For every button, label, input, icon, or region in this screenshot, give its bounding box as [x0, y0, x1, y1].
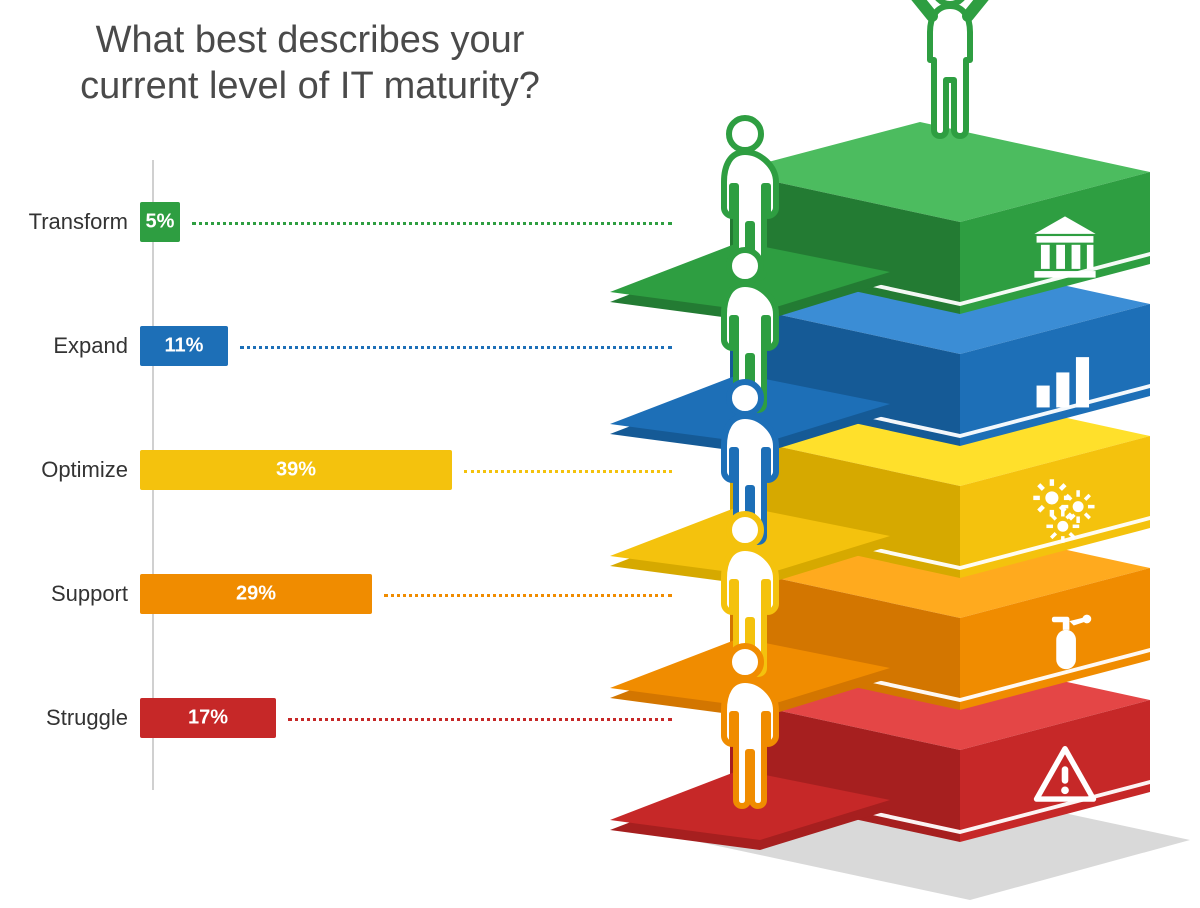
connector-transform — [192, 222, 672, 225]
connector-expand — [240, 346, 672, 349]
bar-value-optimize: 39% — [276, 459, 316, 482]
bar-chart-icon — [1030, 344, 1100, 414]
bar-support: 29% — [140, 574, 372, 614]
institution-icon — [1030, 212, 1100, 282]
bar-expand: 11% — [140, 326, 228, 366]
bar-row-expand: Expand 11% — [0, 284, 620, 408]
bar-row-optimize: Optimize 39% — [0, 408, 620, 532]
bar-row-support: Support 29% — [0, 532, 620, 656]
bar-label-expand: Expand — [0, 333, 140, 359]
maturity-bar-chart: Transform 5% Expand 11% Optimize 39% Support 29… — [0, 160, 620, 780]
warning-icon — [1030, 740, 1100, 810]
bar-wrap-optimize: 39% — [140, 450, 620, 490]
bar-value-support: 29% — [236, 583, 276, 606]
bar-wrap-support: 29% — [140, 574, 620, 614]
gears-icon — [1030, 476, 1100, 546]
bar-value-transform: 5% — [146, 211, 175, 234]
maturity-tower — [620, 40, 1200, 890]
bar-struggle: 17% — [140, 698, 276, 738]
bar-wrap-expand: 11% — [140, 326, 620, 366]
bar-label-support: Support — [0, 581, 140, 607]
bar-value-struggle: 17% — [188, 707, 228, 730]
chart-title: What best describes your current level o… — [50, 18, 570, 109]
bar-label-optimize: Optimize — [0, 457, 140, 483]
bar-row-transform: Transform 5% — [0, 160, 620, 284]
connector-struggle — [288, 718, 672, 721]
bar-value-expand: 11% — [165, 335, 204, 358]
person-victory-top — [880, 0, 1020, 150]
bar-optimize: 39% — [140, 450, 452, 490]
bar-transform: 5% — [140, 202, 180, 242]
bar-wrap-struggle: 17% — [140, 698, 620, 738]
bar-label-struggle: Struggle — [0, 705, 140, 731]
bar-label-transform: Transform — [0, 209, 140, 235]
person-climbing-struggle — [690, 640, 800, 820]
bar-row-struggle: Struggle 17% — [0, 656, 620, 780]
fire-extinguisher-icon — [1030, 608, 1100, 678]
bar-wrap-transform: 5% — [140, 202, 620, 242]
